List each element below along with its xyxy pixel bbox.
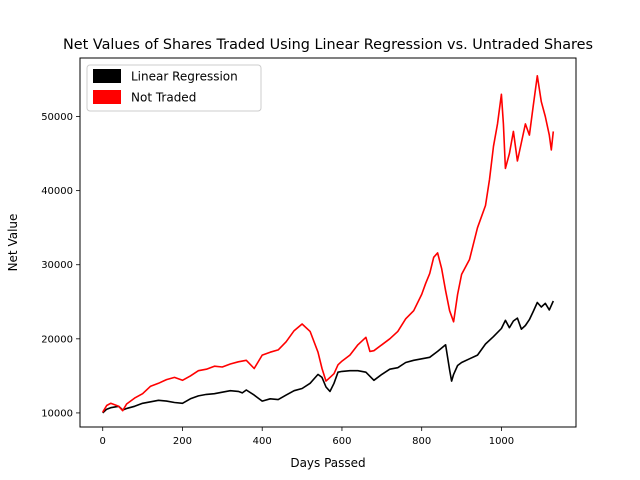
y-tick-label: 40000 <box>41 186 73 197</box>
y-tick-label: 20000 <box>41 334 73 345</box>
x-tick-label: 400 <box>253 436 272 447</box>
legend-swatch-not-traded <box>93 90 121 104</box>
y-axis-label: Net Value <box>6 214 20 272</box>
x-tick-label: 0 <box>100 436 106 447</box>
legend-swatch-linear-regression <box>93 69 121 83</box>
series-line-not-traded <box>102 75 555 413</box>
legend-label-linear-regression: Linear Regression <box>131 70 238 84</box>
plot-area <box>102 75 555 414</box>
y-tick-label: 50000 <box>41 112 73 123</box>
x-axis-ticks: 0 200 400 600 800 1000 <box>100 427 514 447</box>
chart-title: Net Values of Shares Traded Using Linear… <box>63 37 593 53</box>
axes-frame <box>79 57 577 428</box>
y-tick-label: 30000 <box>41 260 73 271</box>
legend: Linear Regression Not Traded <box>86 64 262 112</box>
x-tick-label: 1000 <box>489 436 514 447</box>
legend-box <box>86 64 262 112</box>
legend-label-not-traded: Not Traded <box>131 91 196 105</box>
x-tick-label: 800 <box>412 436 431 447</box>
series-line-linear-regression <box>102 300 555 414</box>
y-axis-ticks: 10000 20000 30000 40000 50000 <box>41 112 80 419</box>
x-tick-label: 600 <box>332 436 351 447</box>
x-axis-label: Days Passed <box>290 456 365 470</box>
x-tick-label: 200 <box>173 436 192 447</box>
y-tick-label: 10000 <box>41 408 73 419</box>
